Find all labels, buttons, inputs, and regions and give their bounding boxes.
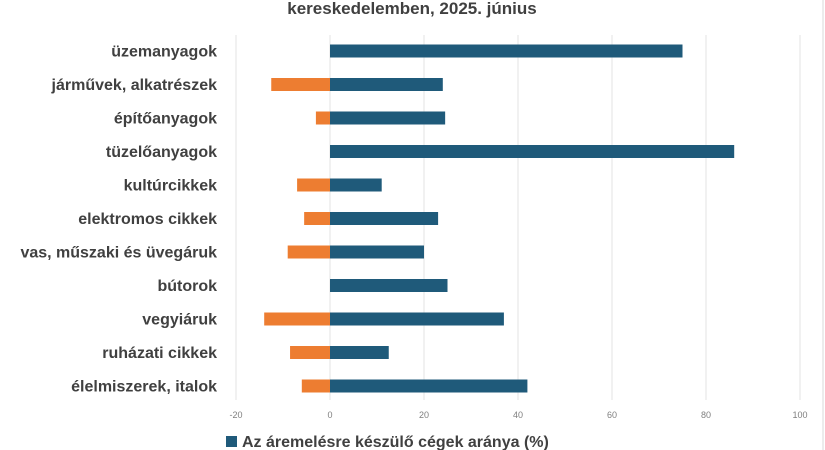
bar-positive [330,78,443,91]
bar-negative [287,245,330,259]
bar-positive [330,279,448,292]
bar-positive [330,212,439,225]
category-label: építőanyagok [114,111,217,128]
legend-label: Az áremelésre készülő cégek aránya (%) [242,434,549,450]
category-label: járművek, alkatrészek [51,77,218,94]
bar-negative [264,312,330,326]
category-label: üzemanyagok [111,44,217,61]
x-tick-label: 60 [607,410,617,420]
category-label: bútorok [157,278,217,295]
bar-positive [330,44,683,58]
bar-positive [330,111,446,125]
legend: Az áremelésre készülő cégek aránya (%) [226,434,549,450]
bar-positive [330,346,389,359]
category-label: élelmiszerek, italok [71,379,217,396]
legend-swatch [226,436,237,447]
bar-negative [290,346,330,359]
bar-negative [271,78,330,91]
x-tick-label: -20 [229,410,242,420]
x-tick-label: 0 [327,410,332,420]
bar-negative [301,379,330,393]
bar-positive [330,178,382,192]
x-tick-label: 20 [419,410,429,420]
x-axis-ticks: -20 0 20 40 60 80 100 [229,410,807,420]
chart-title: kereskedelemben, 2025. június [287,0,536,18]
bar-positive [330,312,504,326]
x-tick-label: 100 [792,410,807,420]
category-label: elektromos cikkek [78,211,217,228]
x-tick-label: 80 [701,410,711,420]
category-label: kultúrcikkek [124,178,217,195]
category-labels: üzemanyagok járművek, alkatrészek építőany… [20,44,217,396]
category-label: vas, műszaki és üvegáruk [20,245,217,262]
bar-positive [330,145,735,158]
bar-positive [330,245,424,259]
bar-layer [264,44,735,393]
category-label: tüzelőanyagok [106,144,217,161]
category-label: vegyiáruk [142,312,217,329]
bar-positive [330,379,528,393]
bar-negative [297,178,330,192]
bar-negative [315,111,330,125]
category-label: ruházati cikkek [102,345,217,362]
bar-negative [304,212,330,225]
x-tick-label: 40 [513,410,523,420]
